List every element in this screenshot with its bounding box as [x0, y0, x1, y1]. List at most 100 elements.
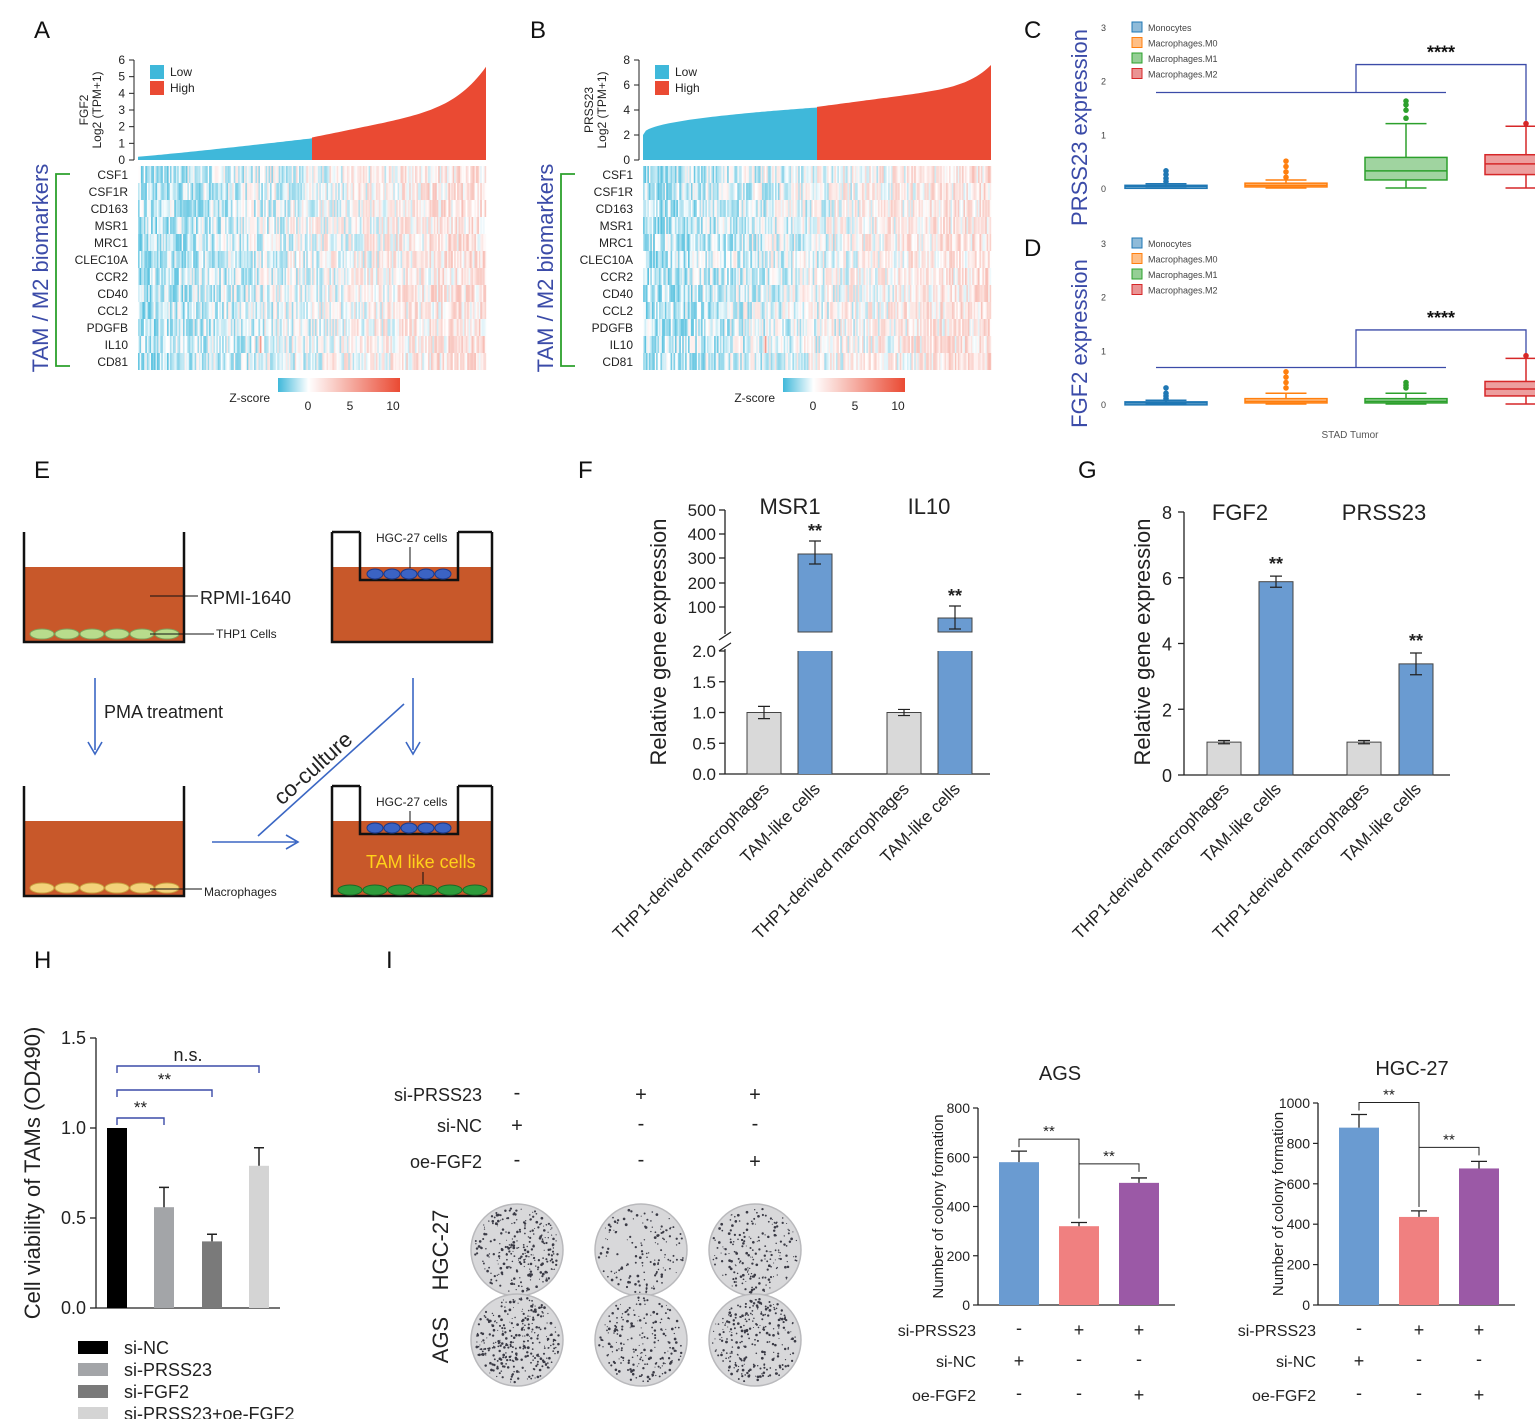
error-bar — [1131, 1177, 1147, 1183]
hgc27-label: HGC-27 cells — [376, 795, 447, 809]
thp1-cell — [29, 628, 55, 640]
condition-label: si-PRSS23 — [898, 1323, 976, 1340]
significance-stars: ** — [1409, 631, 1423, 651]
zscore-colorbar — [783, 378, 905, 392]
bar — [1339, 1127, 1379, 1305]
y-tick-label: 2.0 — [692, 642, 716, 661]
y-tick-label: 2 — [1162, 700, 1172, 720]
hgc27-cell — [434, 822, 452, 834]
hgc27-cell — [400, 822, 418, 834]
panel-letter-H: H — [34, 947, 51, 974]
legend-swatch — [1131, 68, 1143, 79]
significance-label: ** — [1383, 1087, 1395, 1104]
y-tick-label: 2 — [1101, 77, 1106, 87]
condition-sign: + — [1474, 1320, 1485, 1340]
condition-sign: - — [638, 1113, 645, 1135]
significance-stars: **** — [1427, 43, 1455, 63]
y-tick-label: 1 — [1101, 130, 1106, 140]
bar-lower — [798, 651, 832, 774]
y-tick-label: 3 — [1101, 239, 1106, 249]
thp1-cell — [104, 628, 130, 640]
y-tick-label: 0.5 — [61, 1208, 86, 1228]
condition-sign: - — [638, 1149, 645, 1171]
legend-swatch-high — [655, 81, 669, 95]
y-tick-label: 0 — [623, 153, 630, 167]
y-axis-title: Number of colony formation — [930, 1114, 947, 1298]
condition-sign: + — [1074, 1320, 1085, 1340]
bar — [886, 712, 922, 775]
group-title: MSR1 — [759, 494, 820, 519]
bar — [154, 1207, 174, 1308]
low-expression-area — [643, 107, 817, 160]
bar — [1346, 741, 1382, 776]
colony-plate — [708, 1203, 802, 1297]
error-bar — [159, 1186, 169, 1208]
macrophages-label: Macrophages — [204, 885, 277, 899]
legend-low: Low — [675, 65, 697, 79]
condition-label: si-NC — [437, 1116, 482, 1136]
y-tick-label: 4 — [1162, 635, 1172, 655]
panel-letter-C: C — [1024, 17, 1041, 44]
condition-sign: - — [1076, 1349, 1082, 1369]
legend-entry: si-PRSS23+oe-FGF2 — [124, 1404, 295, 1419]
error-bar — [758, 705, 770, 720]
bar — [746, 712, 782, 775]
significance-bracket — [116, 1065, 260, 1073]
tam-cell — [437, 884, 463, 896]
arrow-right — [212, 834, 300, 850]
y-tick-label: 8 — [623, 53, 630, 67]
significance-label: ** — [134, 1098, 148, 1117]
panel-letter-B: B — [530, 17, 546, 44]
transwell-insert — [358, 532, 460, 582]
y-tick-label: 400 — [688, 525, 716, 544]
thp1-label: THP1 Cells — [216, 627, 277, 641]
condition-sign: - — [752, 1113, 759, 1135]
gene-label-CD163: CD163 — [596, 202, 634, 216]
y-tick-label: 2 — [118, 120, 125, 134]
tam-cell — [362, 884, 388, 896]
y-tick-label: 400 — [1287, 1216, 1311, 1232]
condition-sign: + — [635, 1084, 647, 1106]
error-bar — [254, 1147, 264, 1166]
zscore-tick: 0 — [305, 399, 312, 413]
y-axis-gene: FGF2 — [77, 94, 91, 125]
condition-sign: - — [1076, 1383, 1082, 1403]
colony-plate — [594, 1293, 688, 1387]
group-title: FGF2 — [1212, 500, 1268, 525]
y-tick-label: 6 — [118, 53, 125, 67]
y-tick-label: 200 — [947, 1248, 971, 1264]
y-tick-label: 0 — [118, 153, 125, 167]
condition-label: si-PRSS23 — [1238, 1323, 1316, 1340]
arrow-down — [87, 678, 103, 756]
group-title: IL10 — [908, 494, 951, 519]
y-tick-label: 400 — [947, 1199, 971, 1215]
significance-bracket — [1156, 63, 1527, 121]
significance-label: ** — [158, 1070, 172, 1089]
y-tick-label: 6 — [623, 78, 630, 92]
hgc27-cell — [383, 822, 401, 834]
biomarker-bracket — [560, 173, 575, 367]
diagonal-line — [257, 703, 405, 837]
panel-letter-F: F — [578, 457, 593, 484]
y-axis-title: FGF2 expression — [1067, 259, 1092, 428]
zscore-label: Z-score — [229, 391, 270, 405]
panel-letter-I: I — [386, 947, 393, 974]
macrophage-cell — [104, 882, 130, 894]
y-tick-label: 500 — [688, 501, 716, 520]
high-expression-area — [312, 66, 486, 160]
error-bar — [898, 708, 910, 717]
zscore-tick: 0 — [810, 399, 817, 413]
hgc27-label: HGC-27 cells — [376, 531, 447, 545]
legend-swatch — [1131, 37, 1143, 48]
condition-label: si-PRSS23 — [394, 1085, 482, 1105]
hgc27-cell — [434, 568, 452, 580]
condition-sign: - — [1016, 1318, 1022, 1338]
bar — [202, 1241, 222, 1308]
legend-swatch — [78, 1385, 108, 1398]
error-bar — [949, 605, 961, 630]
significance-label: ** — [1443, 1131, 1455, 1148]
y-tick-label: 1.0 — [692, 704, 716, 723]
gene-label-CD40: CD40 — [602, 287, 633, 301]
gene-label-MRC1: MRC1 — [599, 236, 633, 250]
zscore-tick: 5 — [347, 399, 354, 413]
